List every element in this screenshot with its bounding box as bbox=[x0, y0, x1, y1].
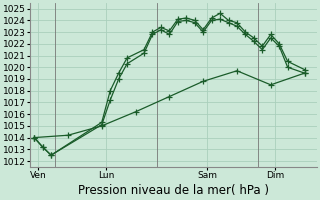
X-axis label: Pression niveau de la mer( hPa ): Pression niveau de la mer( hPa ) bbox=[78, 184, 269, 197]
